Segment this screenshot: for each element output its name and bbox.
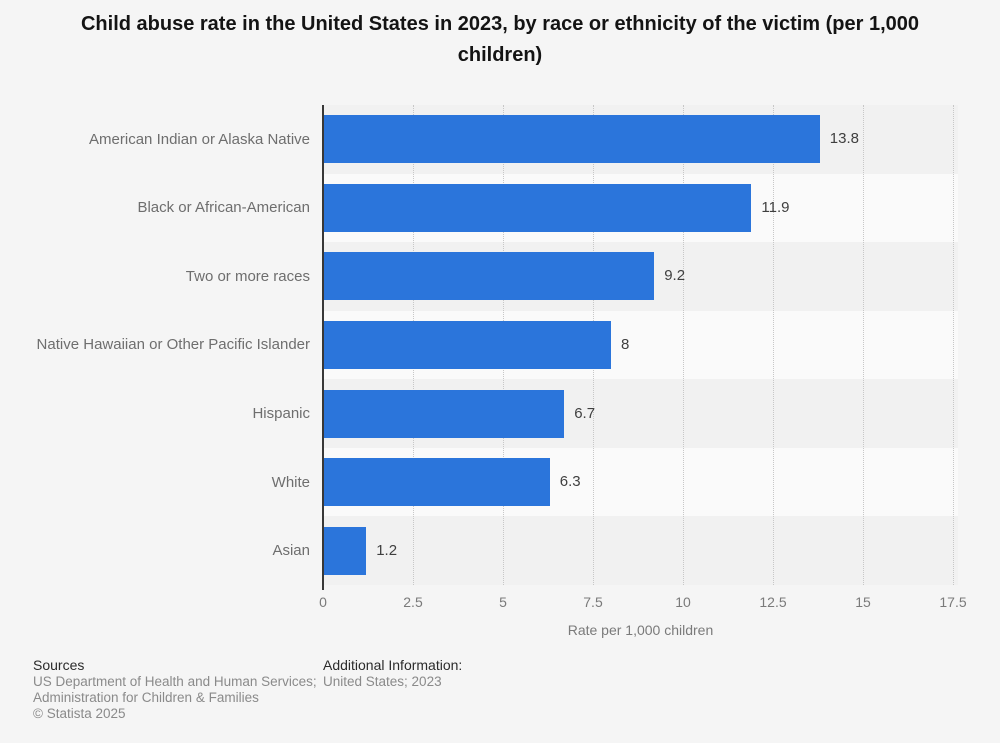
bar xyxy=(323,389,565,438)
bar xyxy=(323,183,752,232)
bar-value-label: 6.7 xyxy=(574,404,596,422)
category-label: Black or African-American xyxy=(137,199,310,217)
vertical-gridline xyxy=(862,105,864,585)
bar-value-label: 11.9 xyxy=(761,198,790,216)
x-axis-title: Rate per 1,000 children xyxy=(567,622,714,638)
category-label: Asian xyxy=(272,542,310,560)
category-label: Native Hawaiian or Other Pacific Islande… xyxy=(36,336,310,354)
category-label: White xyxy=(271,473,310,491)
x-tick-label: 10 xyxy=(675,594,691,610)
bar xyxy=(323,321,611,369)
bar xyxy=(323,458,550,507)
bar xyxy=(323,526,367,575)
x-tick-label: 12.5 xyxy=(759,594,787,610)
vertical-gridline xyxy=(772,105,774,585)
category-label: Hispanic xyxy=(252,405,310,423)
category-label: American Indian or Alaska Native xyxy=(89,130,310,148)
x-tick-label: 17.5 xyxy=(939,594,967,610)
category-axis-labels: American Indian or Alaska Native Black or… xyxy=(0,105,310,585)
plot-area: 13.8 11.9 9.2 8 6.7 6.3 1.2 xyxy=(323,105,958,585)
bar xyxy=(323,252,655,301)
additional-information-text: United States; 2023 xyxy=(323,674,442,689)
additional-information-heading: Additional Information: xyxy=(323,657,463,673)
category-label: Two or more races xyxy=(185,267,310,285)
vertical-gridline xyxy=(682,105,684,585)
statista-copyright: © Statista 2025 xyxy=(33,706,126,721)
bar xyxy=(323,115,820,164)
bar-value-label: 6.3 xyxy=(559,473,581,491)
bar-value-label: 9.2 xyxy=(664,267,686,285)
vertical-gridline xyxy=(952,105,954,585)
y-axis-line xyxy=(322,105,324,590)
bar-value-label: 1.2 xyxy=(376,541,398,559)
x-tick-label: 0 xyxy=(319,594,327,610)
x-tick-label: 2.5 xyxy=(403,594,423,610)
x-tick-label: 7.5 xyxy=(583,594,603,610)
source-line-2: Administration for Children & Families xyxy=(33,690,259,705)
row-band xyxy=(323,516,958,585)
bar-value-label: 8 xyxy=(621,336,630,353)
source-line-1: US Department of Health and Human Servic… xyxy=(33,674,317,689)
sources-heading: Sources xyxy=(33,657,85,673)
x-tick-label: 5 xyxy=(499,594,507,610)
bar-value-label: 13.8 xyxy=(829,130,859,148)
x-tick-label: 15 xyxy=(855,594,871,610)
chart-title: Child abuse rate in the United States in… xyxy=(80,13,920,66)
